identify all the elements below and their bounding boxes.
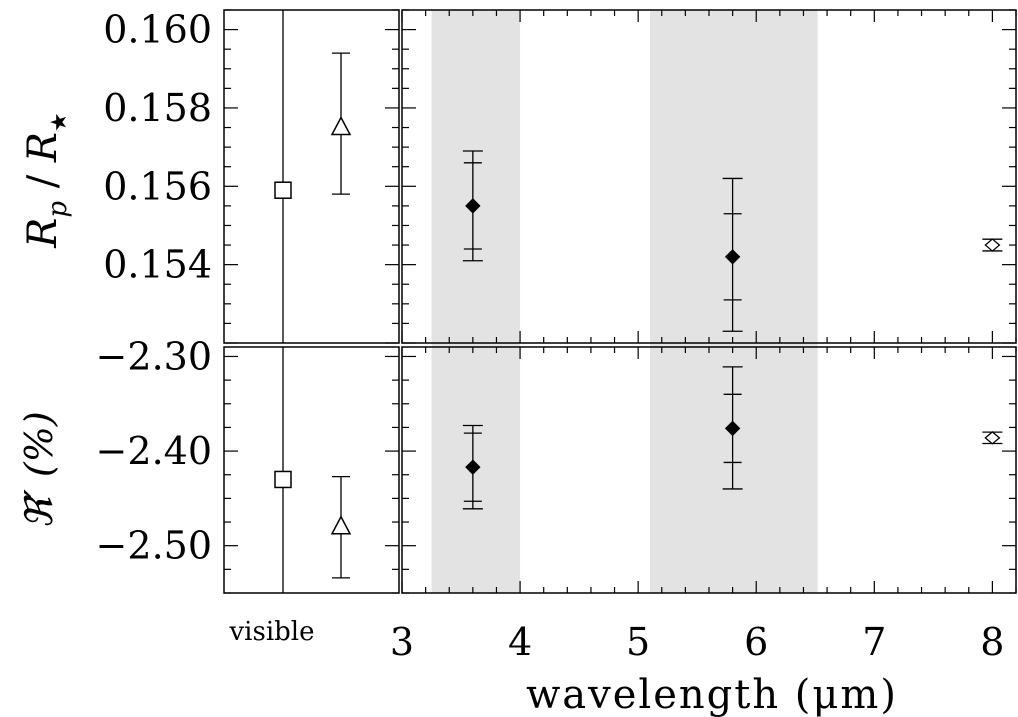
- y-tick-label: 0.160: [103, 8, 212, 52]
- y-tick-label: −2.40: [96, 429, 212, 473]
- point-diamond-filled: [465, 198, 481, 214]
- y-tick-label: −2.50: [96, 524, 212, 568]
- point-diamond-open: [984, 430, 1001, 445]
- point-square: [274, 470, 292, 489]
- svg-text:Rp / R★: Rp / R★: [20, 112, 73, 249]
- panel-frame-visible: [223, 346, 400, 594]
- y-tick-label: 0.154: [103, 243, 212, 287]
- shaded-bands: [431, 10, 818, 593]
- x-tick-label: 5: [626, 620, 650, 664]
- point-diamond-open: [984, 238, 1001, 252]
- y-tick-label: −2.30: [96, 334, 212, 378]
- x-tick-label: 8: [980, 620, 1004, 664]
- point-triangle: [330, 515, 352, 535]
- x-tick-label: 6: [744, 620, 768, 664]
- svg-text:ℜ′ (%): ℜ′ (%): [17, 411, 61, 528]
- point-triangle: [330, 115, 352, 136]
- x-tick-label: 3: [390, 620, 414, 664]
- tick-labels: 0.160 0.158 0.156 0.154 −2.30 −2.40 −2.50 3 4 5 6 7…: [96, 8, 1005, 664]
- shaded-band: [649, 10, 818, 593]
- x-tick-label: 4: [508, 620, 532, 664]
- panel-frame-visible: [223, 9, 400, 344]
- point-diamond-filled: [465, 459, 481, 475]
- visible-label: visible: [228, 617, 314, 647]
- shaded-band: [431, 10, 521, 593]
- axis-ticks: [224, 9, 1017, 594]
- panel-frames: [223, 9, 1017, 594]
- point-diamond-filled: [724, 249, 741, 265]
- y-tick-label: 0.158: [103, 86, 212, 130]
- x-axis-title: wavelength (μm): [526, 672, 898, 717]
- data-marks: [274, 10, 1003, 593]
- x-tick-label: 7: [862, 620, 886, 664]
- point-square: [274, 181, 292, 199]
- point-diamond-filled: [724, 420, 741, 437]
- y-tick-label: 0.156: [103, 164, 212, 208]
- y-axis-title-bottom: ℜ′ (%): [17, 411, 61, 528]
- y-axis-title-top: Rp / R★: [20, 112, 73, 249]
